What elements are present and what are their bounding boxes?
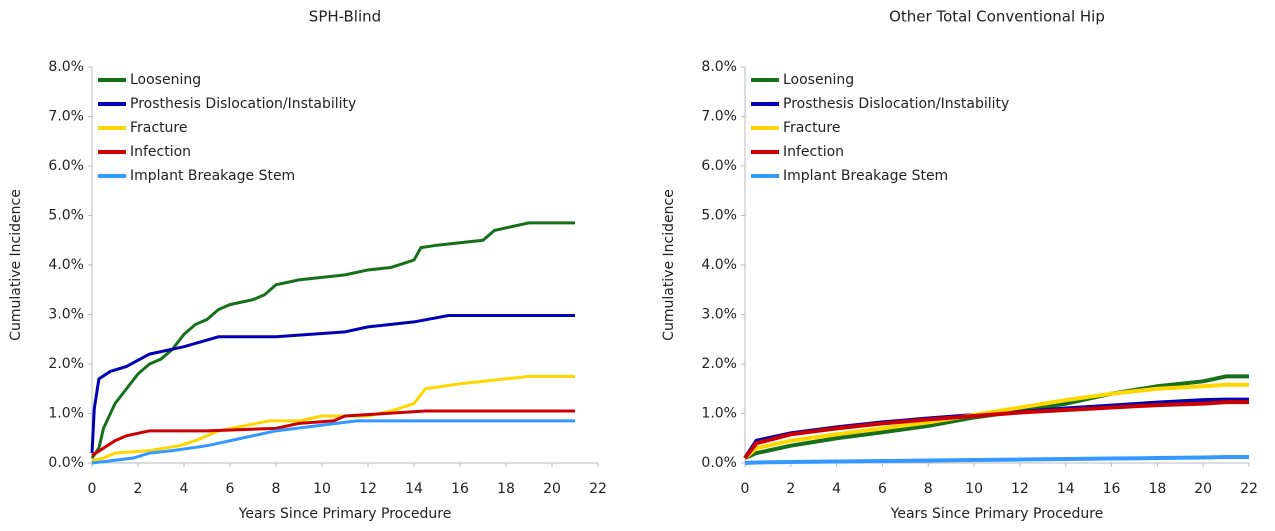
x-tick-label: 14	[1057, 481, 1075, 497]
x-tick-label: 10	[313, 481, 331, 497]
series-line	[91, 374, 575, 462]
y-tick-label: 3.0%	[701, 307, 737, 323]
x-tick-label: 4	[180, 481, 189, 497]
y-tick-label: 5.0%	[48, 208, 84, 224]
x-axis-label: Years Since Primary Procedure	[890, 506, 1104, 522]
y-axis-label: Cumulative Incidence	[661, 189, 677, 341]
y-tick-label: 2.0%	[701, 356, 737, 372]
x-tick-label: 2	[786, 481, 795, 497]
legend-label: Fracture	[130, 120, 188, 136]
x-tick-label: 8	[272, 481, 281, 497]
x-tick-label: 14	[405, 481, 423, 497]
x-tick-label: 6	[878, 481, 887, 497]
x-tick-label: 4	[832, 481, 841, 497]
y-tick-label: 5.0%	[701, 208, 737, 224]
series-line	[91, 409, 575, 457]
x-tick-label: 22	[589, 481, 607, 497]
y-tick-label: 0.0%	[48, 455, 84, 471]
y-tick-label: 0.0%	[701, 455, 737, 471]
legend-label: Fracture	[783, 120, 841, 136]
y-tick-label: 6.0%	[48, 158, 84, 174]
chart-title: SPH-Blind	[309, 8, 381, 26]
x-tick-label: 8	[924, 481, 933, 497]
series-line	[90, 221, 575, 459]
y-tick-label: 7.0%	[48, 109, 84, 125]
legend-label: Infection	[783, 144, 844, 160]
chart-title: Other Total Conventional Hip	[889, 8, 1105, 26]
legend-label: Implant Breakage Stem	[783, 168, 948, 184]
x-tick-label: 20	[543, 481, 561, 497]
y-tick-label: 2.0%	[48, 356, 84, 372]
legend-label: Prosthesis Dislocation/Instability	[783, 96, 1009, 112]
y-tick-label: 4.0%	[48, 257, 84, 273]
x-tick-label: 2	[134, 481, 143, 497]
x-tick-label: 10	[965, 481, 983, 497]
y-tick-label: 1.0%	[701, 406, 737, 422]
series-line	[90, 313, 575, 454]
x-tick-label: 6	[226, 481, 235, 497]
y-tick-label: 6.0%	[701, 158, 737, 174]
series-line	[744, 455, 1249, 465]
legend-label: Loosening	[130, 72, 201, 88]
y-tick-label: 7.0%	[701, 109, 737, 125]
x-tick-label: 0	[741, 481, 750, 497]
x-axis-label: Years Since Primary Procedure	[238, 506, 452, 522]
series-line	[91, 419, 575, 465]
x-tick-label: 12	[359, 481, 377, 497]
x-tick-label: 16	[1103, 481, 1121, 497]
y-axis-label: Cumulative Incidence	[8, 189, 24, 341]
x-tick-label: 18	[497, 481, 515, 497]
legend-label: Implant Breakage Stem	[130, 168, 295, 184]
x-tick-label: 22	[1240, 481, 1258, 497]
y-tick-label: 8.0%	[48, 59, 84, 75]
legend-label: Prosthesis Dislocation/Instability	[130, 96, 356, 112]
legend-label: Loosening	[783, 72, 854, 88]
x-tick-label: 0	[88, 481, 97, 497]
y-tick-label: 8.0%	[701, 59, 737, 75]
x-tick-label: 12	[1011, 481, 1029, 497]
series-line	[743, 382, 1249, 460]
y-tick-label: 3.0%	[48, 307, 84, 323]
series-line	[743, 400, 1249, 460]
legend-label: Infection	[130, 144, 191, 160]
x-tick-label: 18	[1148, 481, 1166, 497]
y-tick-label: 4.0%	[701, 257, 737, 273]
x-tick-label: 20	[1194, 481, 1212, 497]
y-tick-label: 1.0%	[48, 406, 84, 422]
x-tick-label: 16	[451, 481, 469, 497]
